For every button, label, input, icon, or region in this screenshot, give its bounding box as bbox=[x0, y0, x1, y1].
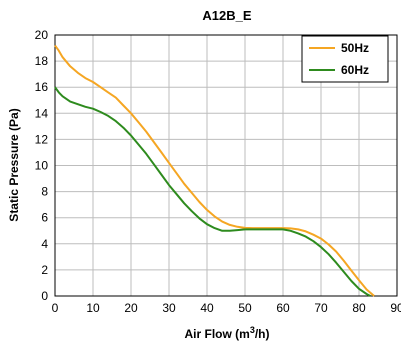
plot-frame bbox=[54, 34, 398, 297]
legend-box bbox=[301, 35, 389, 83]
series-line-50hz bbox=[54, 44, 375, 297]
y-tick-label-7: 14 bbox=[35, 106, 49, 120]
x-tick-label-1: 10 bbox=[86, 301, 100, 315]
y-tick-label-5: 10 bbox=[35, 159, 49, 173]
x-tick-label-7: 70 bbox=[314, 301, 328, 315]
y-tick-label-8: 16 bbox=[35, 80, 49, 94]
x-axis-label-tail: /h) bbox=[255, 327, 270, 341]
y-axis-label: Static Pressure (Pa) bbox=[7, 108, 21, 221]
legend-label-50hz: 50Hz bbox=[341, 41, 369, 55]
x-tick-label-9: 90 bbox=[390, 301, 401, 315]
x-tick-label-2: 20 bbox=[124, 301, 138, 315]
y-tick-label-6: 12 bbox=[35, 132, 49, 146]
x-axis-label: Air Flow (m3/h) bbox=[184, 325, 269, 341]
x-tick-label-0: 0 bbox=[52, 301, 59, 315]
chart-title: A12B_E bbox=[202, 8, 251, 23]
x-axis-label-main: Air Flow (m bbox=[184, 327, 249, 341]
y-tick-label-3: 6 bbox=[41, 211, 48, 225]
y-tick-label-9: 18 bbox=[35, 54, 49, 68]
x-tick-label-6: 60 bbox=[276, 301, 290, 315]
series-line-60hz bbox=[54, 86, 371, 297]
y-tick-label-10: 20 bbox=[35, 28, 49, 42]
y-tick-label-2: 4 bbox=[41, 237, 48, 251]
x-tick-label-5: 50 bbox=[238, 301, 252, 315]
x-tick-label-3: 30 bbox=[162, 301, 176, 315]
x-tick-label-4: 40 bbox=[200, 301, 214, 315]
y-tick-label-1: 2 bbox=[41, 263, 48, 277]
x-axis-label-superscript: 3 bbox=[250, 325, 255, 335]
y-tick-label-4: 8 bbox=[41, 185, 48, 199]
legend: 50Hz 60Hz bbox=[301, 35, 389, 83]
series-lines bbox=[54, 44, 375, 297]
tick-labels: 0 10 20 30 40 50 60 70 80 90 0 2 4 6 8 10 12 14 16 18 20 bbox=[35, 28, 401, 315]
y-tick-label-0: 0 bbox=[41, 289, 48, 303]
x-tick-label-8: 80 bbox=[352, 301, 366, 315]
legend-label-60hz: 60Hz bbox=[341, 63, 369, 77]
